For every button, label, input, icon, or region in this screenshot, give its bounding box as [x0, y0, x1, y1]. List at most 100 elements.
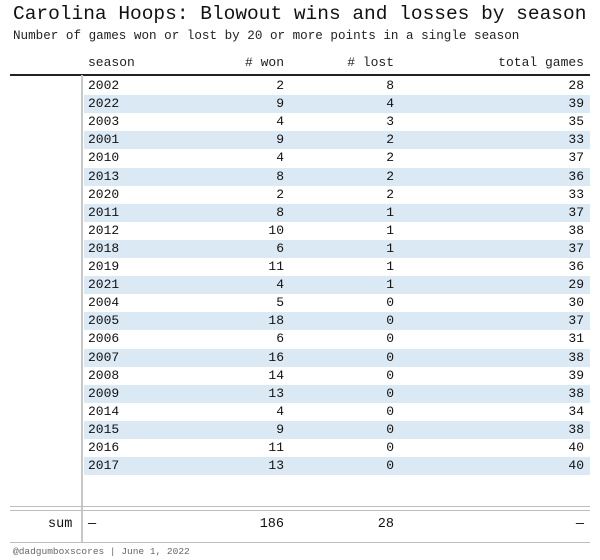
cell-won: 4: [276, 403, 284, 419]
chart-title: Carolina Hoops: Blowout wins and losses …: [13, 3, 587, 25]
cell-total-games: 40: [568, 440, 584, 455]
cell-won: 14: [268, 367, 284, 383]
summary-label: sum: [48, 517, 73, 532]
summary-lost: 28: [377, 517, 394, 532]
row-band: [84, 420, 590, 439]
table-row: 2001 9 2 33: [10, 131, 590, 150]
summary-season: —: [88, 517, 97, 532]
cell-lost: 0: [386, 403, 394, 419]
cell-season: 2017: [88, 458, 120, 474]
cell-lost: 1: [386, 277, 394, 293]
column-header-total-games: total games: [498, 55, 584, 70]
cell-season: 2005: [88, 313, 120, 329]
cell-won: 10: [268, 222, 284, 238]
cell-lost: 1: [386, 259, 394, 274]
cell-won: 9: [276, 132, 284, 148]
cell-season: 2020: [88, 186, 120, 202]
table-row: 2012 10 1 38: [10, 222, 590, 240]
cell-lost: 0: [386, 313, 394, 329]
cell-won: 5: [276, 295, 284, 311]
row-band: [84, 330, 590, 348]
cell-season: 2004: [88, 295, 120, 311]
row-band: [84, 149, 590, 167]
table-row: 2008 14 0 39: [10, 367, 590, 385]
cell-lost: 1: [386, 204, 394, 220]
cell-season: 2010: [88, 150, 120, 166]
cell-lost: 0: [386, 349, 394, 365]
table-row: 2006 6 0 31: [10, 330, 590, 348]
row-band: [84, 131, 590, 150]
cell-won: 4: [276, 114, 284, 130]
cell-lost: 3: [386, 114, 394, 130]
cell-lost: 0: [386, 421, 394, 437]
summary-rule-bottom: [10, 542, 590, 543]
cell-won: 11: [268, 259, 284, 274]
cell-season: 2019: [88, 259, 120, 274]
cell-won: 2: [276, 186, 284, 202]
table-row: 2010 4 2 37: [10, 149, 590, 167]
cell-won: 6: [276, 240, 284, 256]
cell-won: 4: [276, 150, 284, 166]
cell-total-games: 34: [568, 403, 584, 419]
table-row: 2011 8 1 37: [10, 203, 590, 222]
cell-lost: 0: [386, 440, 394, 455]
header-rule: [10, 74, 590, 76]
table-row: 2016 11 0 40: [10, 439, 590, 457]
cell-won: 4: [276, 277, 284, 293]
row-band: [84, 294, 590, 312]
cell-total-games: 39: [568, 367, 584, 383]
cell-lost: 8: [386, 78, 394, 93]
table-row: 2018 6 1 37: [10, 239, 590, 258]
cell-lost: 0: [386, 458, 394, 474]
cell-season: 2002: [88, 78, 120, 93]
cell-season: 2016: [88, 440, 120, 455]
table-row: 2005 18 0 37: [10, 312, 590, 331]
summary-total: —: [575, 517, 584, 532]
row-band: [84, 403, 590, 421]
table-row: 2017 13 0 40: [10, 457, 590, 476]
column-header-season: season: [88, 55, 135, 70]
cell-season: 2021: [88, 277, 120, 293]
cell-season: 2007: [88, 349, 120, 365]
cell-lost: 4: [386, 96, 394, 112]
row-band: [84, 348, 590, 367]
row-band: [84, 203, 590, 222]
table-row: 2015 9 0 38: [10, 420, 590, 439]
summary-rule-upper: [10, 506, 590, 507]
cell-total-games: 37: [568, 240, 584, 256]
cell-total-games: 36: [568, 168, 584, 184]
row-band: [84, 312, 590, 331]
stub-divider: [81, 75, 83, 542]
cell-lost: 0: [386, 385, 394, 401]
row-band: [84, 276, 590, 295]
cell-lost: 1: [386, 240, 394, 256]
cell-total-games: 38: [568, 222, 584, 238]
cell-season: 2018: [88, 240, 120, 256]
table-row: 2014 4 0 34: [10, 403, 590, 421]
cell-total-games: 35: [568, 114, 584, 130]
cell-won: 8: [276, 204, 284, 220]
cell-total-games: 40: [568, 458, 584, 474]
cell-lost: 1: [386, 222, 394, 238]
cell-won: 18: [268, 313, 284, 329]
row-band: [84, 77, 590, 95]
cell-season: 2015: [88, 421, 120, 437]
data-table: season # won # lost total games 2002 2 8 28…: [10, 0, 590, 560]
row-band: [84, 113, 590, 131]
cell-season: 2006: [88, 331, 120, 347]
cell-season: 2013: [88, 168, 120, 184]
footer-credit: @dadgumboxscores | June 1, 2022: [13, 546, 190, 557]
cell-season: 2001: [88, 132, 120, 148]
cell-lost: 0: [386, 331, 394, 347]
row-band: [84, 367, 590, 385]
table-row: 2020 2 2 33: [10, 186, 590, 204]
chart-subtitle: Number of games won or lost by 20 or mor…: [13, 29, 520, 43]
cell-season: 2012: [88, 222, 120, 238]
cell-season: 2014: [88, 403, 120, 419]
row-band: [84, 439, 590, 457]
cell-total-games: 38: [568, 421, 584, 437]
cell-total-games: 37: [568, 204, 584, 220]
cell-total-games: 29: [568, 277, 584, 293]
cell-lost: 0: [386, 367, 394, 383]
table-row: 2013 8 2 36: [10, 167, 590, 186]
